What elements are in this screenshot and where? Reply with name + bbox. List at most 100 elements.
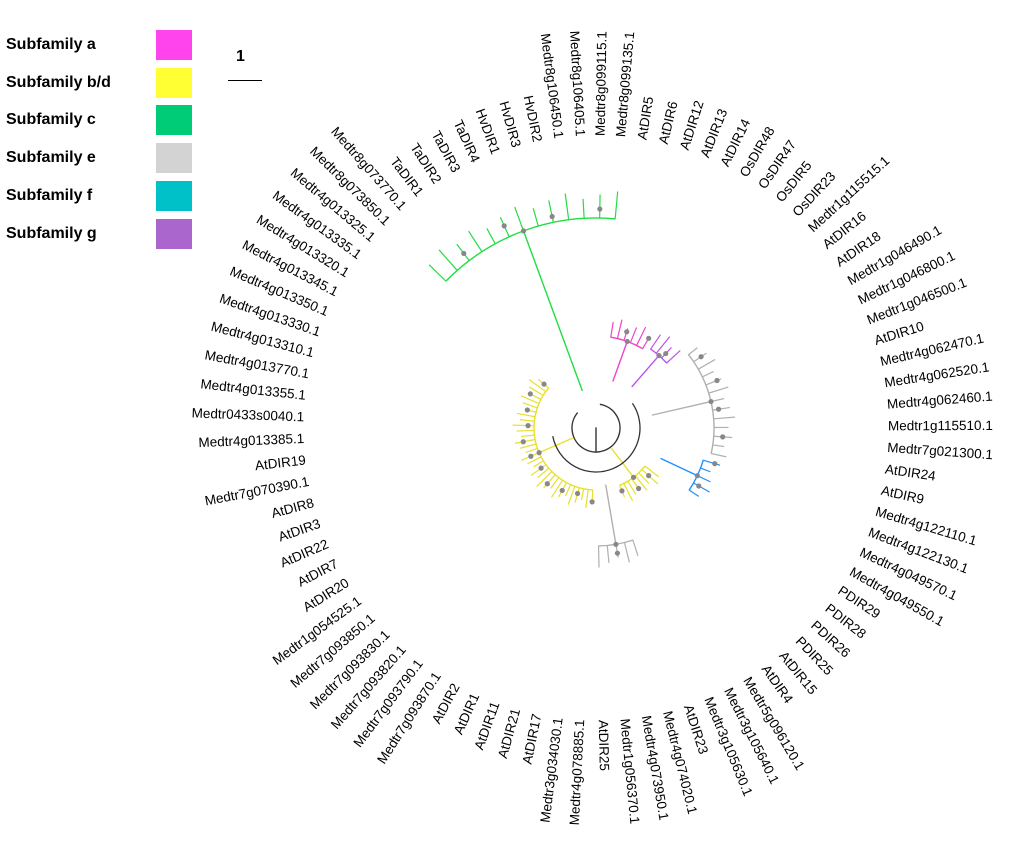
clade-stem	[605, 484, 617, 546]
leaf-label: AtDIR24	[884, 461, 937, 483]
leaf-branch	[529, 386, 544, 397]
leaf-branch	[468, 230, 483, 253]
leaf-branch	[638, 472, 650, 484]
leaf-branch	[519, 419, 535, 422]
leaf-branch	[712, 444, 725, 448]
leaf-branch	[697, 359, 716, 370]
leaf-branch	[520, 443, 537, 449]
bootstrap-node	[656, 352, 662, 359]
legend-label: Subfamily c	[6, 111, 96, 128]
leaf-branch	[666, 350, 681, 364]
leaf-branch	[614, 191, 619, 220]
leaf-label: Medtr1g115510.1	[888, 418, 993, 433]
core-arc	[571, 403, 621, 453]
bootstrap-node	[646, 473, 652, 479]
leaf-branch	[688, 489, 699, 497]
leaf-branch	[428, 264, 447, 282]
bootstrap-node	[694, 473, 700, 479]
leaf-branch	[512, 424, 535, 427]
bootstrap-node	[624, 329, 630, 335]
leaf-branch	[692, 482, 710, 493]
clade-stem	[612, 340, 628, 382]
legend-item-bd: Subfamily b/d	[6, 68, 196, 102]
legend-label: Subfamily b/d	[6, 74, 111, 91]
scale-bar-label: 1	[236, 48, 245, 65]
clade-stem	[651, 400, 712, 416]
bootstrap-node	[525, 423, 531, 429]
clade-arc	[533, 387, 593, 491]
legend-item-e: Subfamily e	[6, 143, 196, 177]
leaf-branch	[623, 541, 630, 563]
bootstrap-node	[541, 381, 547, 387]
leaf-branch	[527, 456, 542, 465]
leaf-branch	[655, 336, 671, 354]
bootstrap-node	[501, 223, 507, 229]
bootstrap-node	[614, 550, 621, 556]
leaf-branch	[520, 434, 535, 438]
leaf-label: Medtr8g099115.1	[593, 31, 610, 136]
leaf-label: Medtr3g034030.1	[538, 717, 566, 824]
bootstrap-node	[646, 335, 652, 341]
leaf-label: AtDIR6	[656, 100, 681, 146]
legend-swatch	[156, 105, 192, 135]
leaf-branch	[636, 326, 647, 347]
leaf-branch	[629, 327, 637, 344]
bootstrap-node	[549, 213, 555, 220]
bootstrap-node	[524, 407, 530, 413]
leaf-label: Medtr4g013385.1	[198, 431, 304, 450]
leaf-branch	[580, 488, 585, 501]
leaf-branch	[585, 488, 589, 508]
leaf-label: AtDIR8	[270, 495, 316, 521]
legend-swatch	[156, 181, 192, 211]
bootstrap-node	[520, 439, 526, 445]
legend-label: Subfamily a	[6, 36, 96, 53]
leaf-label: AtDIR19	[254, 453, 306, 474]
bootstrap-node	[597, 206, 603, 212]
leaf-branch	[616, 319, 623, 340]
leaf-label: HvDIR2	[521, 94, 545, 143]
bootstrap-node	[528, 453, 534, 459]
legend-label: Subfamily e	[6, 149, 96, 166]
clade-stem	[660, 457, 699, 477]
leaf-branch	[536, 470, 553, 487]
leaf-branch	[631, 478, 639, 489]
scale-bar	[228, 80, 262, 81]
leaf-branch	[530, 463, 547, 476]
leaf-branch	[516, 429, 535, 432]
bootstrap-node	[630, 474, 637, 480]
legend-item-f: Subfamily f	[6, 181, 196, 215]
bootstrap-node	[538, 465, 544, 471]
leaf-branch	[533, 460, 544, 468]
leaf-label: AtDIR5	[635, 95, 657, 140]
bootstrap-node	[708, 398, 714, 405]
bootstrap-node	[720, 434, 726, 440]
leaf-branch	[634, 475, 648, 491]
legend-item-c: Subfamily c	[6, 105, 196, 139]
bootstrap-node	[527, 391, 533, 397]
bootstrap-node	[698, 354, 704, 360]
leaf-branch	[567, 485, 576, 505]
leaf-branch	[548, 200, 554, 223]
leaf-branch	[606, 544, 610, 563]
leaf-label: Medtr8g099135.1	[613, 31, 637, 138]
bootstrap-node	[619, 488, 625, 494]
leaf-branch	[550, 476, 560, 489]
leaf-label: Medtr4g078885.1	[567, 719, 588, 825]
bootstrap-node	[536, 450, 542, 456]
bootstrap-node	[696, 483, 702, 489]
bootstrap-node	[461, 250, 467, 257]
leaf-label: AtDIR17	[519, 712, 544, 765]
leaf-branch	[623, 482, 633, 501]
leaf-label: Medtr1g056370.1	[617, 718, 642, 825]
leaf-branch	[565, 483, 572, 497]
leaf-branch	[486, 228, 496, 245]
leaf-branch	[710, 452, 727, 458]
leaf-branch	[564, 193, 570, 221]
clade-stem	[631, 354, 660, 388]
leaf-branch	[701, 371, 714, 378]
bootstrap-node	[520, 228, 527, 234]
bootstrap-node	[714, 377, 720, 384]
bootstrap-node	[624, 338, 630, 345]
